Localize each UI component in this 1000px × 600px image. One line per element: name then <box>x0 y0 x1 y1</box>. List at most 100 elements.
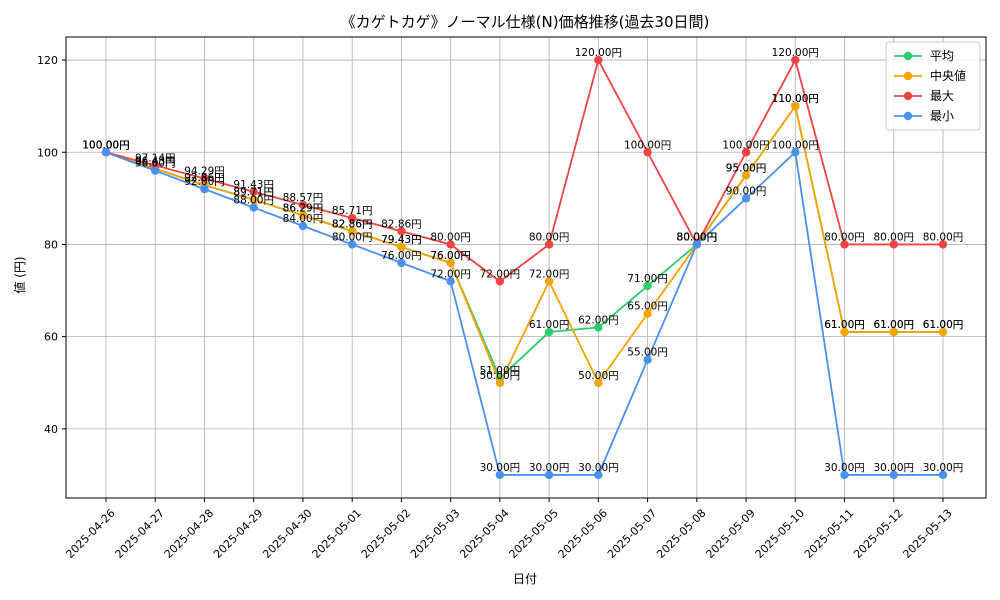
data-label: 92.86円 <box>184 172 225 184</box>
data-label: 100.00円 <box>82 139 129 151</box>
y-axis-ticks: 40 60 80 100 120 <box>37 54 66 436</box>
data-label: 76.00円 <box>430 250 471 262</box>
data-label: 92.00円 <box>184 176 225 188</box>
x-tick-label: 2025-05-01 <box>310 507 364 561</box>
data-label: 95.00円 <box>726 162 767 174</box>
data-point <box>544 277 554 286</box>
data-point <box>889 327 898 337</box>
data-label: 85.71円 <box>332 205 373 217</box>
data-label: 55.00円 <box>627 347 668 359</box>
data-point <box>200 174 209 183</box>
data-label: 79.43円 <box>381 234 422 246</box>
data-point <box>446 258 455 268</box>
legend-marker <box>903 91 913 101</box>
data-label: 61.00円 <box>873 319 914 331</box>
data-point <box>938 470 948 480</box>
data-label: 76.00円 <box>381 250 422 262</box>
data-point <box>741 194 751 203</box>
data-label: 80.00円 <box>677 231 718 243</box>
legend-label: 中央値 <box>930 68 966 83</box>
data-label: 97.14円 <box>135 152 176 164</box>
data-point <box>544 240 554 249</box>
data-point <box>298 221 308 231</box>
data-point <box>594 55 603 65</box>
grid-lines <box>66 37 986 498</box>
data-label: 30.00円 <box>923 462 964 474</box>
data-point <box>151 166 160 175</box>
x-tick-label: 2025-05-04 <box>457 507 511 561</box>
data-label: 62.00円 <box>578 314 619 326</box>
data-point <box>249 195 258 204</box>
data-point <box>791 148 800 157</box>
legend-marker <box>903 51 913 61</box>
y-tick-label: 40 <box>44 423 58 436</box>
data-label: 94.29円 <box>184 166 225 178</box>
data-label: 90.00円 <box>726 185 767 197</box>
data-point <box>840 240 849 249</box>
series-line-最大 <box>105 57 943 283</box>
data-label: 120.00円 <box>575 47 622 59</box>
data-label: 88.00円 <box>233 195 274 207</box>
data-label: 100.00円 <box>82 139 129 151</box>
x-tick-label: 2025-04-27 <box>113 507 167 561</box>
data-point <box>692 240 702 249</box>
data-point <box>889 240 898 249</box>
legend-box <box>885 41 981 131</box>
data-point <box>446 277 455 286</box>
data-label: 61.00円 <box>824 319 865 331</box>
data-label: 91.43円 <box>233 179 274 191</box>
y-axis-label: 値 (円) <box>12 256 27 293</box>
data-label: 92.86円 <box>184 172 225 184</box>
data-point <box>643 355 652 364</box>
data-label: 72.00円 <box>480 268 521 280</box>
x-tick-label: 2025-05-11 <box>802 507 856 561</box>
data-point <box>298 200 308 210</box>
data-point <box>101 148 111 157</box>
data-point <box>347 227 357 236</box>
data-point <box>938 240 948 249</box>
data-label: 89.71円 <box>233 187 274 199</box>
data-label: 80.00円 <box>332 231 373 243</box>
data-label: 30.00円 <box>480 462 521 474</box>
data-point <box>741 148 751 157</box>
data-label: 82.86円 <box>381 218 422 230</box>
legend-label: 最大 <box>930 89 954 103</box>
legend-label: 平均 <box>930 49 954 63</box>
data-label: 79.43円 <box>381 234 422 246</box>
data-point <box>249 187 258 196</box>
x-tick-label: 2025-05-05 <box>506 507 560 561</box>
x-tick-label: 2025-05-10 <box>753 507 807 561</box>
x-tick-label: 2025-05-06 <box>556 507 610 561</box>
data-label: 84.00円 <box>283 213 324 225</box>
data-label: 80.00円 <box>529 231 570 243</box>
x-tick-label: 2025-04-26 <box>63 507 117 561</box>
data-point <box>643 281 652 291</box>
data-point <box>840 327 849 337</box>
data-point <box>643 148 652 157</box>
x-tick-label: 2025-04-29 <box>211 507 265 561</box>
series-layer <box>101 55 948 480</box>
data-label: 61.00円 <box>923 319 964 331</box>
data-label: 86.29円 <box>283 202 324 214</box>
data-label: 80.00円 <box>677 231 718 243</box>
legend-marker <box>903 111 913 121</box>
data-point <box>249 203 258 212</box>
x-axis-label: 日付 <box>513 572 537 586</box>
series-line-中央値 <box>105 103 943 385</box>
data-point <box>791 101 800 111</box>
y-tick-label: 120 <box>37 54 58 67</box>
data-label: 96.43円 <box>135 156 176 168</box>
data-label: 72.00円 <box>529 268 570 280</box>
data-point <box>495 378 505 387</box>
x-tick-label: 2025-05-07 <box>605 507 659 561</box>
data-label: 89.71円 <box>233 187 274 199</box>
y-tick-label: 60 <box>44 331 58 344</box>
data-label: 76.00円 <box>430 250 471 262</box>
data-label: 61.00円 <box>923 319 964 331</box>
data-label: 100.00円 <box>624 139 671 151</box>
data-label: 88.57円 <box>283 192 324 204</box>
data-point <box>495 277 505 286</box>
data-label: 100.00円 <box>82 139 129 151</box>
data-point <box>594 323 603 332</box>
x-tick-label: 2025-05-02 <box>359 507 413 561</box>
